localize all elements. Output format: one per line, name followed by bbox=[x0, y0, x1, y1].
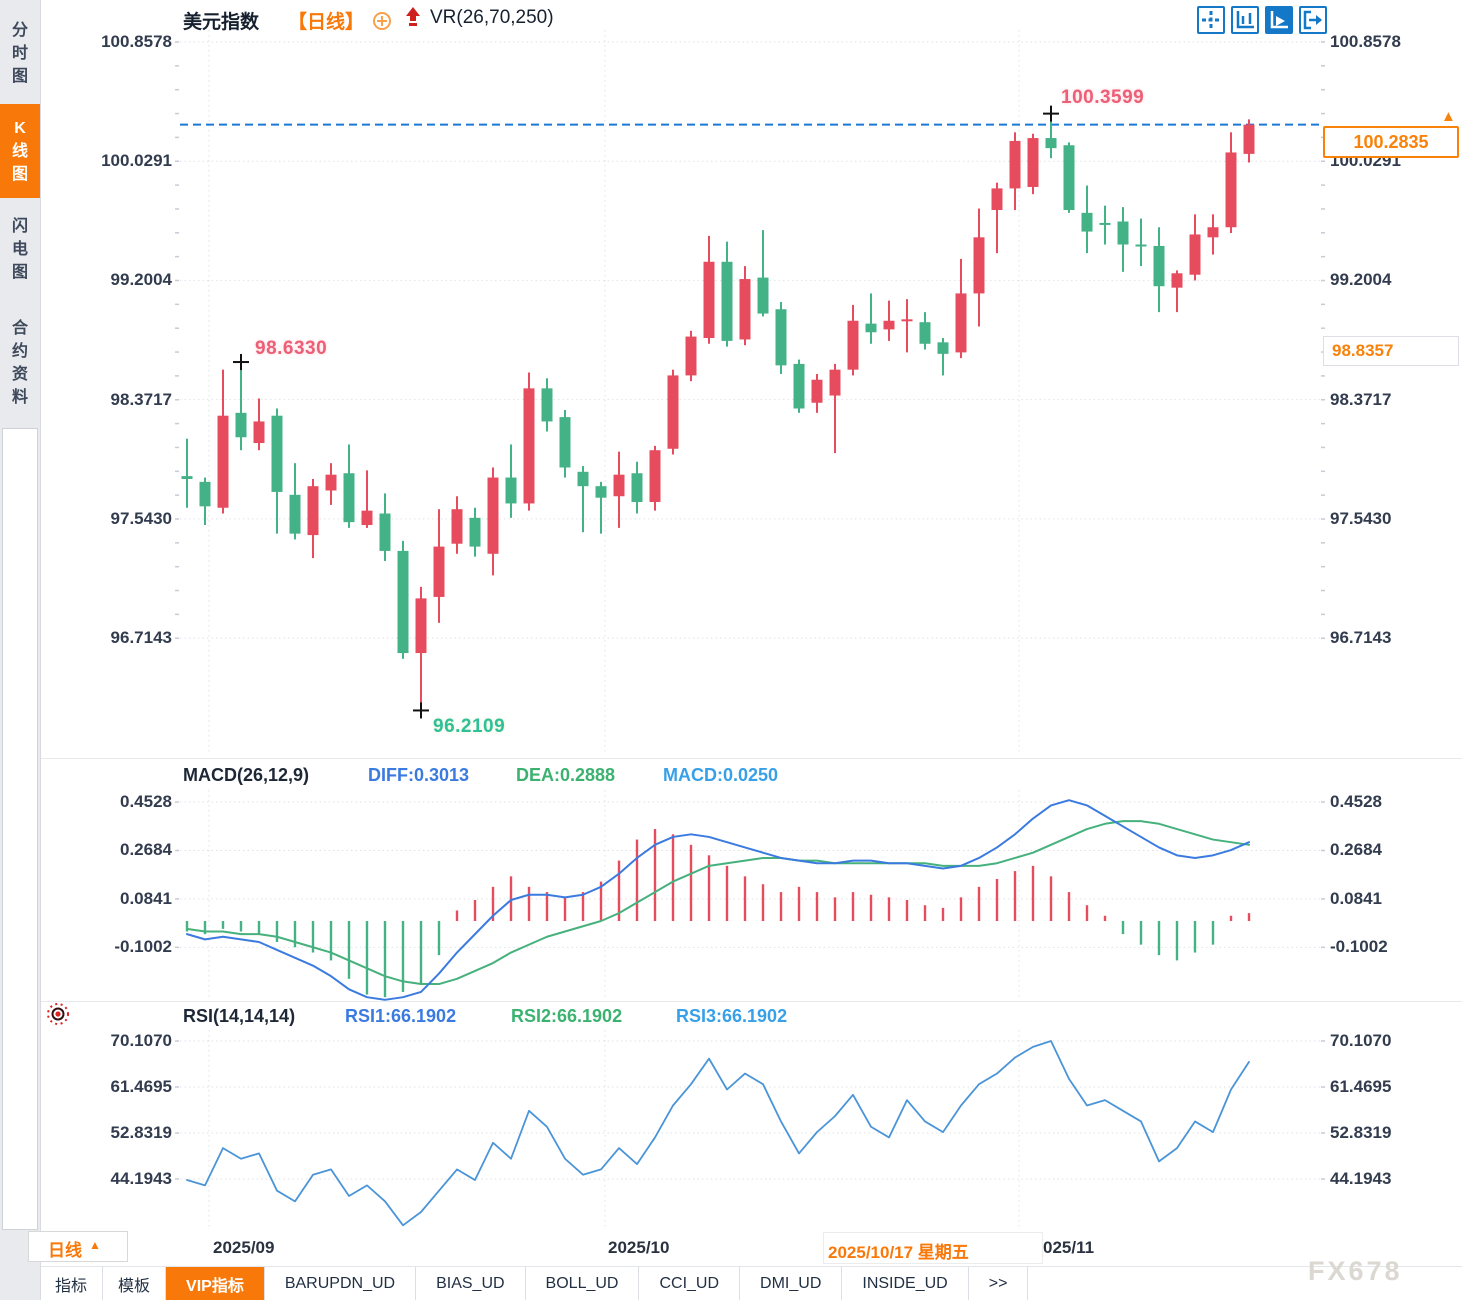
main-y-label-left: 100.0291 bbox=[101, 151, 172, 171]
move-icon[interactable] bbox=[1197, 6, 1225, 34]
sidebar-tab-4[interactable]: 合 约 资 料 bbox=[11, 320, 28, 406]
macd-dea-label: DEA:0.2888 bbox=[516, 765, 616, 785]
macd-y-label-right: 0.4528 bbox=[1330, 792, 1382, 812]
bottom-tab-inside-ud[interactable]: INSIDE_UD bbox=[842, 1267, 969, 1300]
rsi-title[interactable]: RSI(14,14,14) bbox=[183, 1006, 296, 1026]
rsi-y-label-right: 70.1070 bbox=[1330, 1031, 1392, 1050]
macd-y-label-right: 0.2684 bbox=[1330, 840, 1382, 860]
sidebar-tab-3[interactable]: 闪 电 图 bbox=[11, 217, 28, 281]
rsi2-label: RSI2:66.1902 bbox=[511, 1006, 623, 1026]
bottom-tab-模板[interactable]: 模板 bbox=[103, 1267, 167, 1300]
macd-diff-label: DIFF:0.3013 bbox=[368, 765, 470, 785]
watermark-logo: FX678 bbox=[1308, 1256, 1403, 1286]
low-annotation: 96.2109 bbox=[433, 716, 506, 738]
rsi-y-label-left: 44.1943 bbox=[110, 1169, 172, 1188]
mid-annotation: 98.6330 bbox=[255, 338, 328, 360]
prev-close-box: 98.8357 bbox=[1323, 336, 1459, 366]
highlight-date-label: 2025/10/17 星期五 bbox=[828, 1243, 969, 1262]
high-annotation: 100.3599 bbox=[1061, 86, 1145, 108]
main-y-label-left: 96.7143 bbox=[110, 628, 172, 648]
period-selector[interactable]: 日线 ▲ bbox=[28, 1231, 128, 1262]
macd-y-label-right: 0.0841 bbox=[1330, 888, 1382, 908]
rsi-y-label-right: 61.4695 bbox=[1330, 1077, 1392, 1096]
main-y-label-left: 99.2004 bbox=[110, 270, 172, 290]
price-up-triangle: ▲ bbox=[1441, 108, 1456, 125]
macd-title[interactable]: MACD(26,12,9) bbox=[183, 765, 310, 785]
rsi-y-label-right: 44.1943 bbox=[1330, 1169, 1392, 1188]
bottom-tab-bias-ud[interactable]: BIAS_UD bbox=[416, 1267, 526, 1300]
main-y-label-left: 97.5430 bbox=[110, 508, 172, 528]
current-price-box: 100.2835 bbox=[1323, 126, 1459, 158]
main-y-label-right: 98.3717 bbox=[1330, 389, 1392, 409]
bottom-tab-dmi-ud[interactable]: DMI_UD bbox=[740, 1267, 843, 1300]
main-y-label-right: 99.2004 bbox=[1330, 270, 1392, 290]
main-y-label-right: 97.5430 bbox=[1330, 508, 1392, 528]
bottom-tab-vip指标[interactable]: VIP指标 bbox=[166, 1267, 265, 1300]
rsi-y-label-left: 70.1070 bbox=[110, 1031, 172, 1050]
main-y-label-left: 100.8578 bbox=[101, 32, 172, 51]
macd-y-label-left: -0.1002 bbox=[114, 937, 172, 957]
period-selector-triangle: ▲ bbox=[89, 1238, 101, 1252]
page-title: 美元指数 bbox=[183, 12, 260, 33]
left-sidebar: 分 时 图 K 线 图闪 电 图合 约 资 料 bbox=[0, 0, 41, 1300]
sidebar-tab-1[interactable]: 分 时 图 bbox=[11, 21, 28, 85]
macd-y-label-right: -0.1002 bbox=[1330, 937, 1388, 957]
bottom-tab-cci-ud[interactable]: CCI_UD bbox=[639, 1267, 741, 1300]
sidebar-tab-2[interactable]: K 线 图 bbox=[0, 104, 40, 198]
month-label-oct: 2025/10 bbox=[608, 1238, 670, 1257]
macd-y-label-left: 0.0841 bbox=[120, 888, 172, 908]
bottom-tab-boll-ud[interactable]: BOLL_UD bbox=[526, 1267, 640, 1300]
main-y-label-right: 96.7143 bbox=[1330, 628, 1392, 648]
rsi-separator bbox=[40, 1001, 1462, 1002]
bottom-tab-barupdn-ud[interactable]: BARUPDN_UD bbox=[265, 1267, 417, 1300]
indicator-label[interactable]: VR(26,70,250) bbox=[430, 7, 554, 28]
red-up-arrow-icon bbox=[404, 5, 422, 34]
rsi-y-label-left: 52.8319 bbox=[110, 1123, 172, 1142]
axis-scale-icon[interactable] bbox=[1231, 6, 1259, 34]
sidebar-panel bbox=[2, 428, 38, 1230]
time-axis bbox=[40, 1230, 1462, 1266]
axis-play-icon[interactable] bbox=[1265, 6, 1293, 34]
circle-plus-icon[interactable] bbox=[372, 11, 392, 36]
bottom-tab->>[interactable]: >> bbox=[969, 1267, 1029, 1300]
rsi1-label: RSI1:66.1902 bbox=[345, 1006, 457, 1026]
macd-macd-label: MACD:0.0250 bbox=[663, 765, 779, 785]
rsi-y-label-left: 61.4695 bbox=[110, 1077, 172, 1096]
indicator-settings-icon[interactable] bbox=[44, 1000, 72, 1033]
rsi3-label: RSI3:66.1902 bbox=[676, 1006, 788, 1026]
month-label-nov-partial: 025/11 bbox=[1043, 1238, 1095, 1257]
macd-y-label-left: 0.4528 bbox=[120, 792, 172, 812]
macd-separator bbox=[40, 758, 1462, 759]
indicator-tab-bar: 指标 模板 VIP指标 BARUPDN_UD BIAS_UD BOLL_UD CCI_UD D… bbox=[40, 1266, 1462, 1300]
bottom-tab-指标[interactable]: 指标 bbox=[40, 1267, 104, 1300]
macd-y-label-left: 0.2684 bbox=[120, 840, 172, 860]
month-label-sep: 2025/09 bbox=[213, 1238, 275, 1257]
period-tag[interactable]: 【日线】 bbox=[288, 12, 365, 33]
period-selector-label: 日线 bbox=[48, 1241, 82, 1260]
highlight-date-box bbox=[823, 1232, 1043, 1264]
rsi-y-label-right: 52.8319 bbox=[1330, 1123, 1392, 1142]
main-y-label-right: 100.8578 bbox=[1330, 32, 1401, 51]
main-y-label-left: 98.3717 bbox=[110, 389, 172, 409]
exit-right-icon[interactable] bbox=[1299, 6, 1327, 34]
